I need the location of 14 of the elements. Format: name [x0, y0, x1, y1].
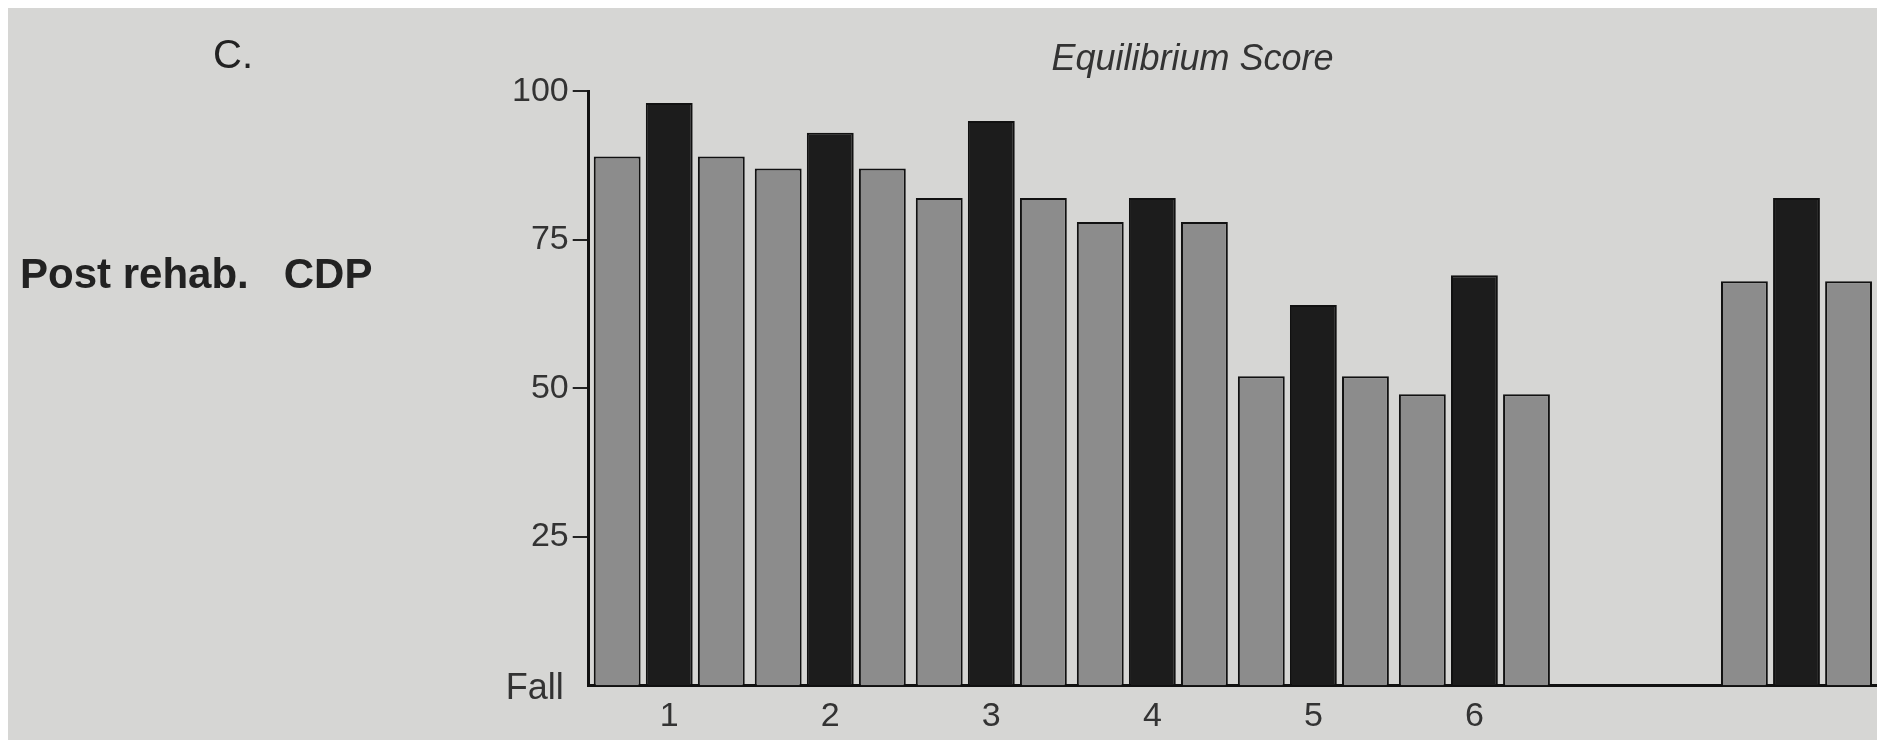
y-tick-label: 100 — [511, 69, 569, 108]
x-tick-label: 1 — [659, 694, 679, 733]
text: Post rehab. CDP — [20, 250, 373, 297]
x-tick-label: 6 — [1464, 694, 1484, 733]
x-tick-label: 5 — [1303, 694, 1323, 733]
text: C. — [213, 32, 253, 76]
y-tick-label: 25 — [530, 515, 569, 554]
chart-title: Equilibrium Score — [1051, 36, 1334, 78]
x-tick-label: 4 — [1142, 694, 1162, 733]
y-tick-label: 75 — [530, 218, 569, 257]
x-tick-label: 2 — [820, 694, 840, 733]
x-tick-label: 3 — [981, 694, 1001, 733]
x-axis-title: Fall — [505, 666, 564, 708]
y-tick-label: 50 — [530, 366, 569, 405]
